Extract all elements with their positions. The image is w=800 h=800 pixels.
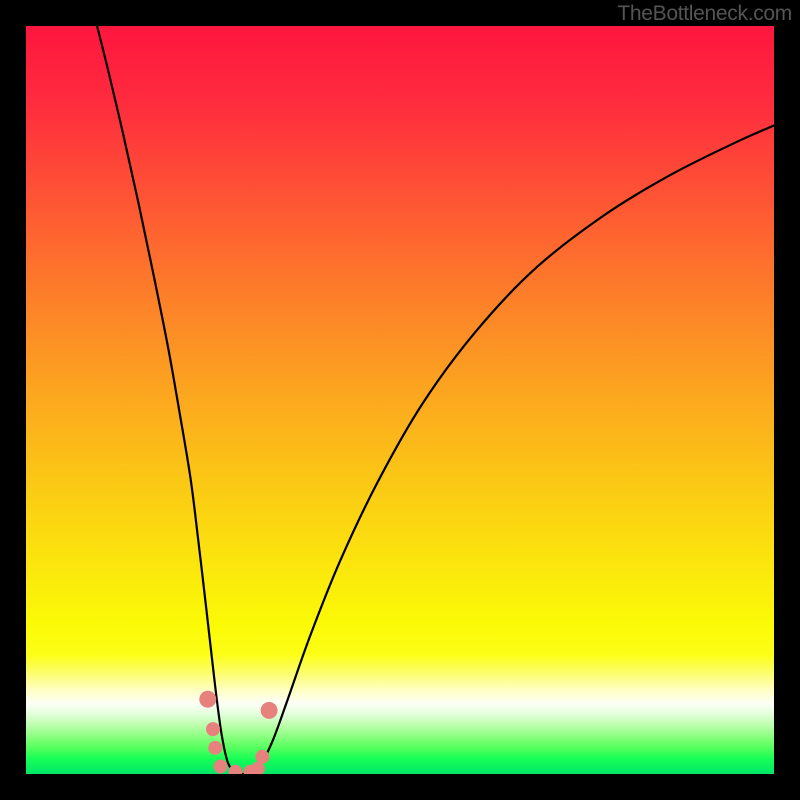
gradient-background	[26, 26, 774, 774]
data-marker	[251, 762, 265, 776]
data-marker	[255, 750, 269, 764]
chart-container: TheBottleneck.com	[0, 0, 800, 800]
data-marker	[199, 691, 216, 708]
bottleneck-curve-chart	[0, 0, 800, 800]
data-marker	[213, 760, 227, 774]
data-marker	[261, 702, 278, 719]
data-marker	[206, 722, 220, 736]
data-marker	[208, 741, 222, 755]
watermark-text: TheBottleneck.com	[617, 2, 792, 26]
